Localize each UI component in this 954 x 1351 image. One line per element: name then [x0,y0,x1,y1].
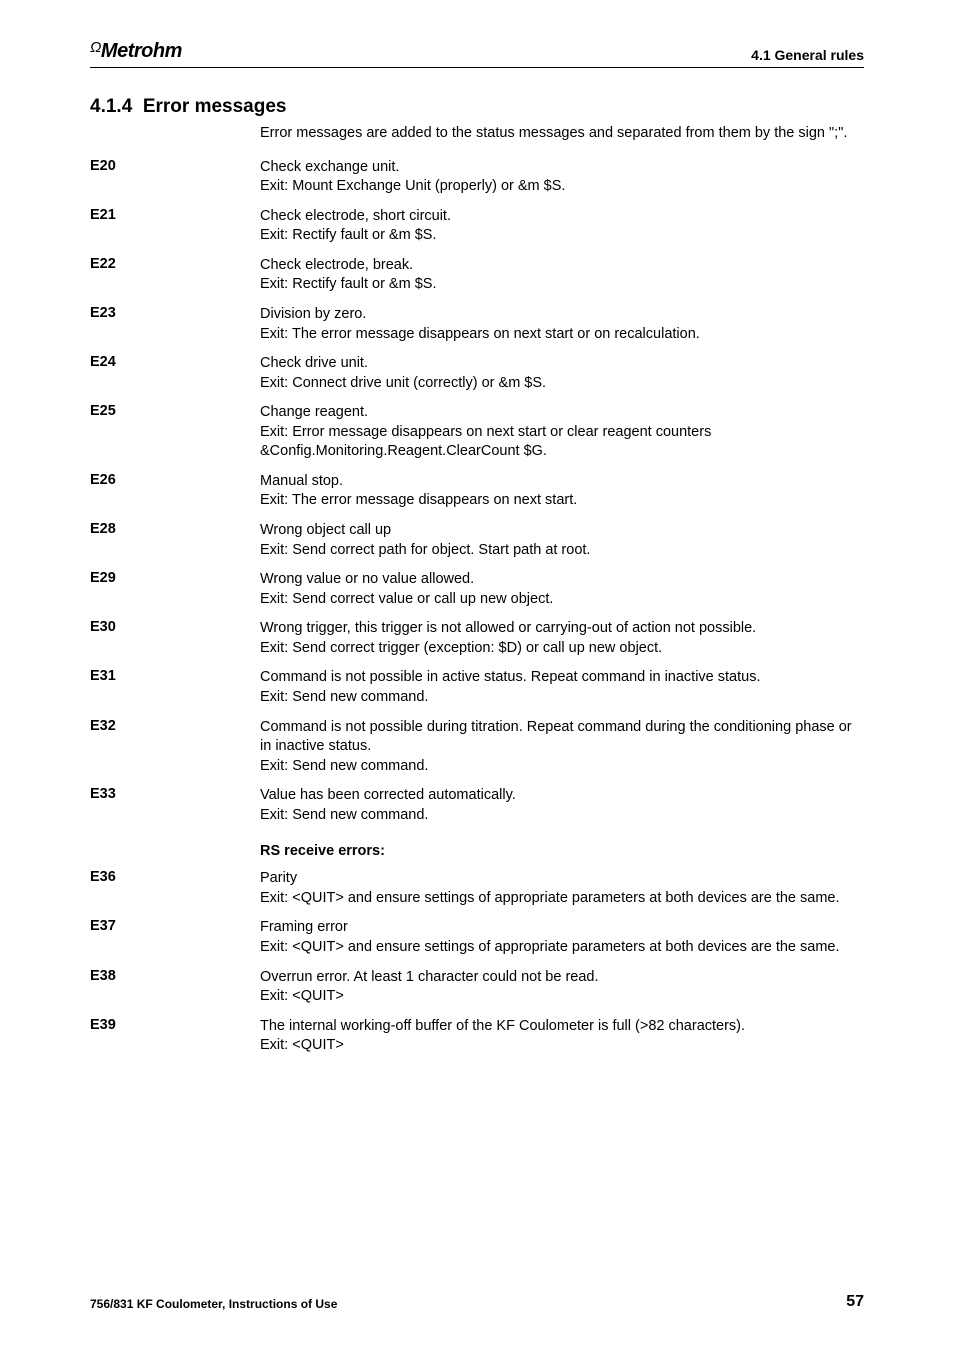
brand-logo: ΩMetrohm [90,40,182,63]
error-entry: E20Check exchange unit.Exit: Mount Excha… [90,158,864,197]
error-entry: E25Change reagent.Exit: Error message di… [90,403,864,462]
error-description: Check electrode, short circuit.Exit: Rec… [260,207,864,246]
error-code: E29 [90,570,260,609]
error-code: E30 [90,619,260,658]
error-code: E25 [90,403,260,462]
error-code: E31 [90,668,260,707]
error-code: E21 [90,207,260,246]
page-footer: 756/831 KF Coulometer, Instructions of U… [90,1293,864,1311]
error-description: Value has been corrected automatically.E… [260,786,864,825]
error-entry: E39The internal working-off buffer of th… [90,1017,864,1056]
error-entry: E23Division by zero.Exit: The error mess… [90,305,864,344]
error-description: Command is not possible in active status… [260,668,864,707]
error-description: Division by zero.Exit: The error message… [260,305,864,344]
logo-text: Metrohm [101,40,182,62]
section-intro: Error messages are added to the status m… [260,124,864,144]
error-entry: E29Wrong value or no value allowed.Exit:… [90,570,864,609]
error-description: Command is not possible during titration… [260,718,864,777]
rs-receive-heading: RS receive errors: [260,843,864,859]
ohm-icon: Ω [90,39,101,56]
page-header: ΩMetrohm 4.1 General rules [90,40,864,68]
section-heading: Error messages [143,96,287,117]
error-code: E36 [90,869,260,908]
error-description: Wrong object call upExit: Send correct p… [260,521,864,560]
rs-error-list: E36ParityExit: <QUIT> and ensure setting… [90,869,864,1056]
header-section-ref: 4.1 General rules [751,47,864,63]
error-entry: E26Manual stop.Exit: The error message d… [90,472,864,511]
error-entry: E24Check drive unit.Exit: Connect drive … [90,354,864,393]
error-entry: E36ParityExit: <QUIT> and ensure setting… [90,869,864,908]
error-description: The internal working-off buffer of the K… [260,1017,864,1056]
error-entry: E22Check electrode, break.Exit: Rectify … [90,256,864,295]
section-title: 4.1.4 Error messages [90,96,864,118]
error-description: ParityExit: <QUIT> and ensure settings o… [260,869,864,908]
error-code: E37 [90,918,260,957]
footer-doc-title: 756/831 KF Coulometer, Instructions of U… [90,1297,337,1311]
error-code: E22 [90,256,260,295]
error-description: Overrun error. At least 1 character coul… [260,968,864,1007]
error-entry: E37Framing errorExit: <QUIT> and ensure … [90,918,864,957]
error-entry: E31Command is not possible in active sta… [90,668,864,707]
error-description: Check exchange unit.Exit: Mount Exchange… [260,158,864,197]
error-description: Manual stop.Exit: The error message disa… [260,472,864,511]
error-code: E26 [90,472,260,511]
error-list: E20Check exchange unit.Exit: Mount Excha… [90,158,864,826]
error-entry: E38Overrun error. At least 1 character c… [90,968,864,1007]
section-number: 4.1.4 [90,96,132,117]
error-code: E23 [90,305,260,344]
error-code: E38 [90,968,260,1007]
error-entry: E30Wrong trigger, this trigger is not al… [90,619,864,658]
error-code: E28 [90,521,260,560]
error-code: E32 [90,718,260,777]
error-description: Change reagent.Exit: Error message disap… [260,403,864,462]
error-code: E39 [90,1017,260,1056]
error-description: Check electrode, break.Exit: Rectify fau… [260,256,864,295]
error-code: E24 [90,354,260,393]
error-code: E20 [90,158,260,197]
error-code: E33 [90,786,260,825]
error-description: Wrong value or no value allowed.Exit: Se… [260,570,864,609]
error-description: Wrong trigger, this trigger is not allow… [260,619,864,658]
error-entry: E33Value has been corrected automaticall… [90,786,864,825]
error-entry: E32Command is not possible during titrat… [90,718,864,777]
footer-page-number: 57 [846,1293,864,1311]
error-description: Framing errorExit: <QUIT> and ensure set… [260,918,864,957]
error-description: Check drive unit.Exit: Connect drive uni… [260,354,864,393]
error-entry: E28Wrong object call upExit: Send correc… [90,521,864,560]
error-entry: E21Check electrode, short circuit.Exit: … [90,207,864,246]
